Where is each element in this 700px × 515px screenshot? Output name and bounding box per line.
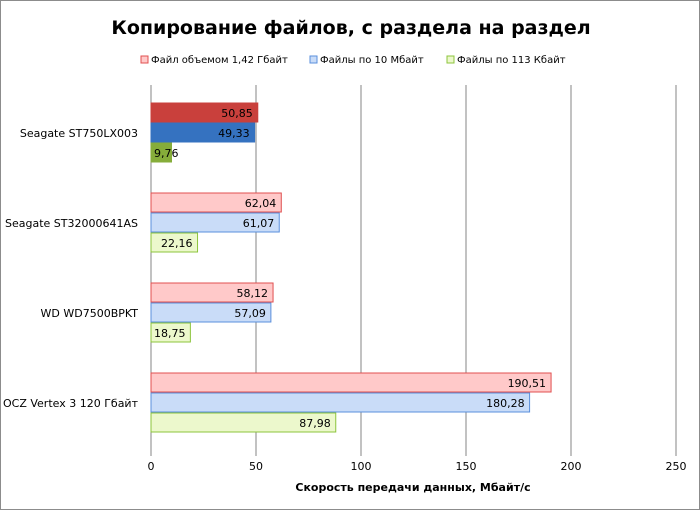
legend-swatch: [140, 55, 149, 64]
legend-label: Файлы по 113 Кбайт: [457, 55, 566, 66]
bar: [150, 372, 552, 393]
data-label: 22,16: [161, 237, 193, 250]
data-label: 57,09: [234, 307, 266, 320]
data-label: 61,07: [243, 217, 275, 230]
data-label: 62,04: [245, 197, 277, 210]
category-label: WD WD7500BPKT: [41, 307, 139, 320]
x-tick-label: 200: [561, 460, 582, 473]
category-labels: Seagate ST750LX003 Seagate ST32000641AS WD…: [3, 127, 139, 410]
data-label: 87,98: [299, 417, 331, 430]
category-label: Seagate ST32000641AS: [5, 217, 138, 230]
x-tick-labels: 0 50 100 150 200 250: [148, 460, 687, 473]
bar: [150, 412, 337, 433]
legend-swatch: [446, 55, 455, 64]
bar: [150, 232, 199, 253]
data-label: 49,33: [218, 127, 250, 140]
bar: [150, 282, 274, 303]
bar: [150, 192, 282, 213]
legend-swatch: [309, 55, 318, 64]
bar: [150, 302, 272, 323]
chart-title: Копирование файлов, с раздела на раздел: [111, 17, 590, 39]
category-label: Seagate ST750LX003: [20, 127, 138, 140]
bars: 50,85 49,33 9,76 62,04 61,07 22,16 58,12 57,09 1…: [150, 102, 552, 433]
x-tick-label: 100: [351, 460, 372, 473]
data-label: 50,85: [221, 107, 253, 120]
data-label: 190,51: [508, 377, 547, 390]
data-label: 58,12: [237, 287, 269, 300]
category-label: OCZ Vertex 3 120 Гбайт: [3, 397, 139, 410]
data-label: 18,75: [154, 327, 186, 340]
legend: Файл объемом 1,42 Гбайт Файлы по 10 Мбайт…: [140, 55, 566, 66]
legend-label: Файлы по 10 Мбайт: [320, 55, 424, 66]
x-axis-label: Скорость передачи данных, Мбайт/с: [295, 481, 530, 494]
data-label: 9,76: [154, 147, 179, 160]
data-label: 180,28: [486, 397, 525, 410]
bar: [150, 122, 256, 143]
x-tick-label: 250: [666, 460, 687, 473]
x-tick-label: 0: [148, 460, 155, 473]
bar: [150, 392, 531, 413]
bar: [150, 102, 259, 123]
x-tick-label: 50: [249, 460, 263, 473]
legend-label: Файл объемом 1,42 Гбайт: [151, 55, 288, 66]
x-tick-label: 150: [456, 460, 477, 473]
bar: [150, 212, 280, 233]
bar: [150, 322, 191, 343]
bar: [150, 142, 172, 163]
